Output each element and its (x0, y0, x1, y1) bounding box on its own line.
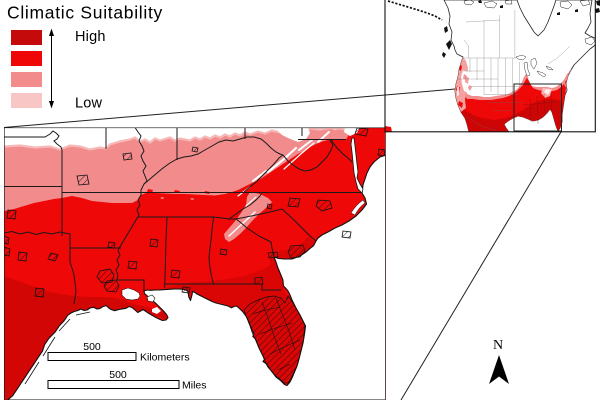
svg-text:500: 500 (109, 369, 127, 381)
svg-text:500: 500 (83, 341, 101, 353)
svg-text:Kilometers: Kilometers (140, 352, 190, 364)
svg-text:Low: Low (75, 96, 103, 112)
svg-text:Climatic Suitability: Climatic Suitability (7, 3, 163, 23)
svg-text:High: High (75, 29, 106, 45)
svg-text:Miles: Miles (182, 380, 207, 392)
svg-text:N: N (493, 338, 503, 353)
